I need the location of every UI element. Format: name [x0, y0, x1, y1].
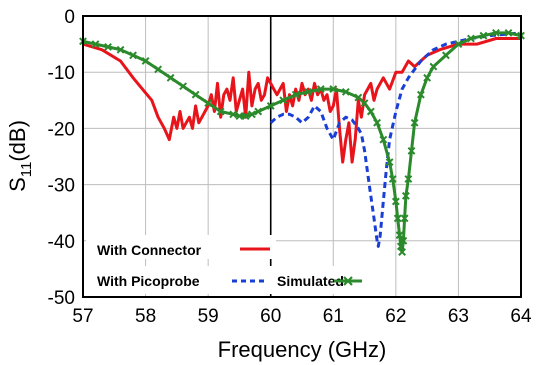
- series-marker-simulated: [479, 31, 488, 40]
- y-tick-label-0: 0: [64, 7, 75, 28]
- x-tick-label-1: 58: [135, 306, 156, 327]
- x-axis-label: Frequency (GHz): [218, 337, 387, 362]
- series-marker-simulated: [166, 73, 175, 82]
- series-marker-simulated: [407, 146, 416, 155]
- series-marker-simulated: [429, 62, 438, 71]
- series-marker-simulated: [216, 107, 225, 116]
- series-marker-simulated: [241, 112, 250, 120]
- x-tick-label-2: 59: [198, 306, 219, 327]
- y-axis-label: S11(dB): [5, 120, 35, 192]
- series-marker-simulated: [116, 45, 125, 54]
- legend-label-connector: With Connector: [97, 242, 202, 258]
- x-tick-label-6: 63: [448, 306, 469, 327]
- series-marker-simulated: [399, 236, 408, 245]
- series-line-picoprobe: [269, 31, 522, 248]
- series-marker-simulated: [454, 40, 463, 49]
- series-marker-simulated: [279, 96, 288, 105]
- series-marker-simulated: [104, 43, 112, 51]
- legend-label-picoprobe: With Picoprobe: [97, 273, 200, 289]
- series-marker-simulated: [354, 93, 363, 102]
- series-marker-simulated: [492, 28, 500, 37]
- x-tick-label-5: 62: [385, 306, 406, 327]
- y-tick-label-1: -10: [48, 63, 75, 84]
- y-tick-label-2: -20: [48, 119, 75, 140]
- series-marker-simulated: [504, 28, 513, 37]
- legend-box-2: [86, 266, 366, 294]
- series-marker-simulated: [341, 87, 350, 96]
- series-marker-simulated: [366, 107, 375, 116]
- series-marker-simulated: [191, 90, 200, 99]
- y-tick-label-4: -40: [48, 232, 75, 253]
- series-marker-simulated: [204, 99, 213, 108]
- series-marker-simulated: [129, 51, 137, 60]
- series-marker-simulated: [179, 82, 188, 91]
- series-marker-simulated: [400, 214, 409, 223]
- series-marker-simulated: [404, 175, 413, 183]
- series-marker-simulated: [229, 110, 238, 119]
- series-marker-simulated: [373, 118, 381, 127]
- series-marker-simulated: [360, 99, 369, 108]
- series-marker-simulated: [416, 90, 425, 99]
- y-tick-label-5: -50: [48, 288, 75, 309]
- y-tick-labels: 0 -10 -20 -30 -40 -50: [48, 7, 75, 309]
- x-tick-label-0: 57: [72, 306, 93, 327]
- series-marker-simulated: [395, 231, 404, 240]
- series-marker-simulated: [379, 135, 388, 144]
- series-marker-simulated: [410, 118, 419, 127]
- x-tick-label-3: 60: [260, 306, 281, 327]
- series-marker-simulated: [291, 90, 300, 99]
- y-axis-label-unit: (dB): [5, 120, 30, 162]
- x-tick-labels: 57 58 59 60 61 62 63 64: [72, 306, 532, 327]
- series-marker-simulated: [388, 175, 397, 183]
- series-marker-simulated: [391, 197, 400, 206]
- series-marker-simulated: [154, 65, 162, 74]
- series-marker-simulated: [398, 248, 407, 256]
- series-marker-simulated: [254, 107, 263, 116]
- series-marker-simulated: [401, 191, 410, 200]
- series-marker-simulated: [141, 57, 150, 65]
- y-axis-label-sub: 11: [18, 162, 35, 178]
- series-marker-simulated: [248, 110, 256, 119]
- series-marker-simulated: [316, 85, 325, 93]
- series-line-connector: [82, 37, 521, 164]
- series-marker-simulated: [467, 34, 475, 43]
- series-marker-simulated: [423, 73, 432, 82]
- series-marker-simulated: [393, 214, 402, 223]
- series-line-simulated: [82, 31, 522, 254]
- plot-frame: [82, 15, 522, 298]
- x-tick-label-7: 64: [510, 306, 532, 327]
- series-marker-simulated: [442, 51, 450, 60]
- legend-label-simulated: Simulated: [277, 273, 344, 289]
- series-marker-simulated: [304, 87, 313, 96]
- series-marker-simulated: [329, 85, 338, 93]
- series-marker-simulated: [396, 242, 405, 251]
- y-axis-label-base: S: [5, 177, 30, 192]
- series-marker-simulated: [385, 158, 394, 167]
- y-tick-label-3: -30: [48, 176, 75, 197]
- legend-box-1: [86, 235, 276, 259]
- x-tick-label-4: 61: [323, 306, 344, 327]
- legend: With Connector With Picoprobe Simulated: [86, 235, 366, 294]
- series-marker-simulated: [266, 102, 275, 110]
- series-marker-simulated: [235, 112, 244, 120]
- legend-swatch-simulated-marker: [343, 276, 353, 286]
- series-marker-simulated: [91, 40, 100, 49]
